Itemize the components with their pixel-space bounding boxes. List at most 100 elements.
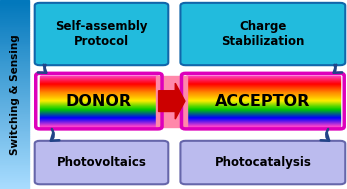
Bar (0, 9, 29, 11)
Bar (0, 15, 29, 17)
Bar (40, 123, 158, 124)
Bar (0, 83, 29, 85)
Bar (0, 113, 29, 115)
Bar (40, 118, 158, 119)
Bar (0, 149, 29, 151)
Bar (40, 103, 158, 104)
Bar (0, 180, 29, 181)
Bar (0, 26, 29, 28)
Bar (186, 122, 340, 123)
Bar (0, 85, 29, 87)
Bar (0, 57, 29, 59)
FancyBboxPatch shape (180, 141, 345, 184)
Bar (0, 8, 29, 9)
Bar (0, 174, 29, 176)
Bar (40, 101, 158, 102)
Bar (40, 110, 158, 111)
Bar (40, 113, 158, 114)
Bar (0, 25, 29, 26)
FancyArrow shape (159, 83, 185, 119)
FancyArrowPatch shape (51, 129, 59, 141)
Bar (186, 89, 340, 90)
Bar (0, 79, 29, 81)
Bar (0, 38, 29, 40)
Bar (40, 117, 158, 118)
Bar (40, 111, 158, 112)
Bar (0, 72, 29, 74)
Bar (0, 144, 29, 146)
Bar (0, 47, 29, 49)
Text: DONOR: DONOR (66, 94, 132, 109)
Bar (0, 115, 29, 117)
Bar (40, 97, 158, 98)
Bar (0, 68, 29, 70)
Bar (40, 88, 158, 89)
Bar (186, 94, 340, 95)
Bar (0, 132, 29, 134)
Bar (0, 106, 29, 108)
Bar (0, 129, 29, 130)
Bar (0, 93, 29, 94)
Bar (40, 92, 158, 93)
Bar (0, 183, 29, 185)
Bar (40, 122, 158, 123)
Bar (186, 99, 340, 100)
Bar (0, 64, 29, 66)
Bar (0, 127, 29, 129)
Bar (0, 62, 29, 64)
Bar (186, 103, 340, 104)
Bar (40, 83, 158, 84)
Bar (0, 34, 29, 36)
Bar (186, 121, 340, 122)
Bar (186, 114, 340, 115)
Bar (0, 76, 29, 77)
Bar (0, 185, 29, 187)
Bar (40, 85, 158, 86)
Bar (0, 74, 29, 76)
Bar (186, 107, 340, 108)
Bar (40, 120, 158, 121)
Bar (0, 11, 29, 13)
Bar (40, 80, 158, 81)
Bar (186, 108, 340, 109)
Bar (0, 60, 29, 62)
Bar (40, 96, 158, 97)
FancyArrowPatch shape (334, 65, 342, 73)
Bar (0, 4, 29, 6)
Bar (40, 116, 158, 117)
Bar (186, 79, 340, 80)
Text: Photocatalysis: Photocatalysis (214, 156, 311, 169)
Bar (40, 95, 158, 96)
Bar (40, 115, 158, 116)
Bar (40, 81, 158, 82)
Bar (0, 49, 29, 51)
Bar (40, 125, 158, 126)
Bar (40, 104, 158, 105)
Bar (0, 28, 29, 30)
Bar (0, 170, 29, 172)
Bar (186, 88, 340, 89)
Bar (40, 102, 158, 103)
Bar (40, 77, 158, 78)
FancyArrowPatch shape (38, 65, 46, 73)
Bar (40, 107, 158, 108)
Bar (0, 166, 29, 168)
Bar (186, 115, 340, 116)
Bar (0, 153, 29, 155)
Bar (186, 109, 340, 110)
Bar (0, 125, 29, 127)
Bar (0, 146, 29, 147)
Bar (0, 13, 29, 15)
Bar (186, 84, 340, 85)
Bar (0, 17, 29, 19)
Bar (186, 97, 340, 98)
Bar (0, 98, 29, 100)
Bar (0, 138, 29, 140)
Bar (40, 119, 158, 120)
Bar (0, 108, 29, 110)
Bar (0, 51, 29, 53)
Bar (0, 59, 29, 60)
Bar (40, 126, 158, 127)
Bar (186, 126, 340, 127)
Bar (186, 83, 340, 84)
